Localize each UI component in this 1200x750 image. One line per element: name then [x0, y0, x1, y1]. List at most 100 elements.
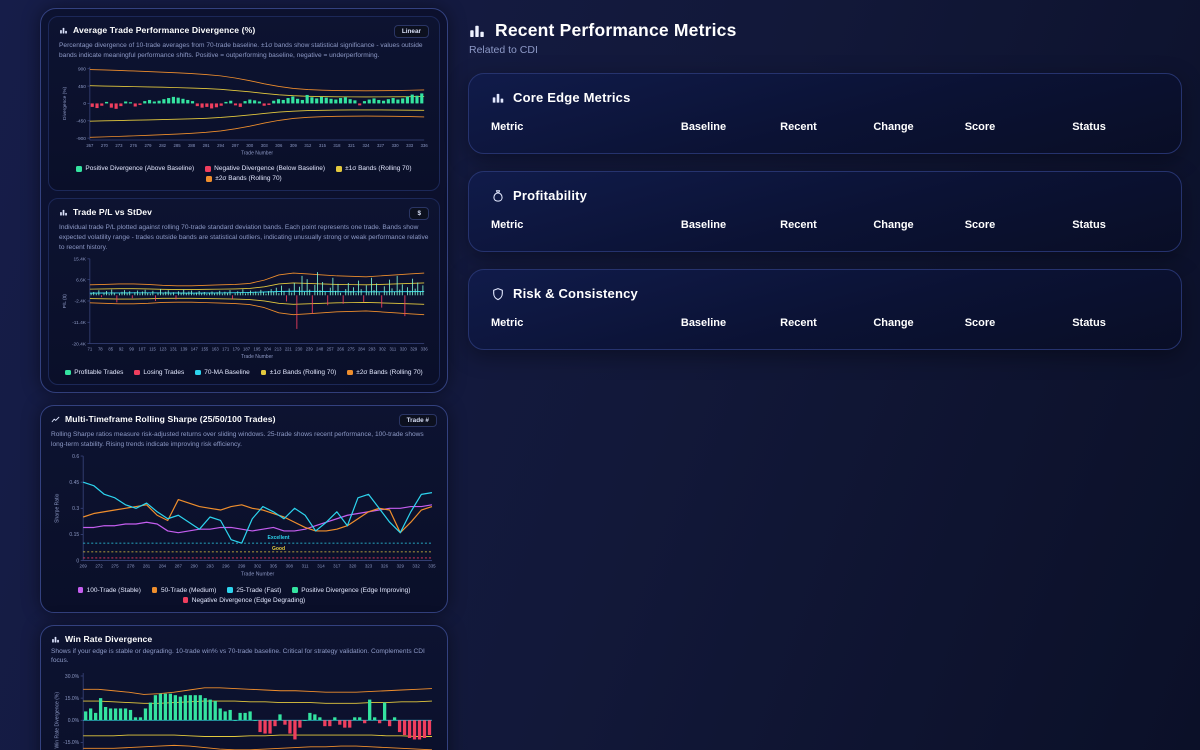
legend-item: 100-Trade (Stable)	[77, 586, 141, 594]
legend-label: Positive Divergence (Above Baseline)	[85, 165, 195, 173]
svg-text:187: 187	[243, 346, 251, 351]
bar-chart-icon	[59, 208, 68, 217]
section-core-edge-metrics: Core Edge Metrics Metric Baseline Recent Cha…	[468, 73, 1182, 154]
svg-text:71: 71	[87, 346, 92, 351]
svg-text:311: 311	[302, 564, 310, 569]
legend-item: ±1σ Bands (Rolling 70)	[260, 369, 336, 376]
svg-text:293: 293	[368, 346, 376, 351]
svg-text:195: 195	[253, 346, 261, 351]
svg-text:115: 115	[149, 346, 156, 351]
svg-text:257: 257	[327, 346, 335, 351]
svg-text:85: 85	[108, 346, 113, 351]
svg-text:-450: -450	[76, 119, 86, 125]
column-header: Status	[1072, 121, 1106, 133]
svg-text:15.4K: 15.4K	[73, 257, 86, 263]
table-header-row: Metric Baseline Recent Change Score Status	[491, 311, 1159, 337]
legend-item: Positive Divergence (Above Baseline)	[76, 165, 194, 172]
top-charts-frame: Average Trade Performance Divergence (%)…	[40, 8, 448, 393]
chart-legend: Positive Divergence (Above Baseline) Nega…	[59, 165, 429, 184]
legend-label: ±2σ Bands (Rolling 70)	[356, 368, 423, 376]
legend-item: Negative Divergence (Below Baseline)	[205, 165, 325, 172]
svg-text:288: 288	[188, 143, 196, 148]
svg-text:92: 92	[119, 346, 124, 351]
column-header: Status	[1072, 219, 1106, 231]
svg-text:900: 900	[78, 67, 86, 73]
svg-text:Trade Number: Trade Number	[241, 572, 275, 578]
chart-description: Individual trade P/L plotted against rol…	[59, 224, 429, 251]
svg-text:333: 333	[406, 143, 414, 148]
section-risk-consistency: Risk & Consistency Metric Baseline Recent Ch…	[468, 269, 1182, 350]
chart-card-rolling-sharpe: Multi-Timeframe Rolling Sharpe (25/50/10…	[40, 404, 448, 613]
svg-text:294: 294	[217, 143, 225, 148]
column-header: Baseline	[680, 317, 727, 329]
legend-swatch	[76, 166, 82, 172]
svg-text:324: 324	[362, 143, 370, 148]
section-header: Risk & Consistency	[491, 286, 1159, 301]
svg-text:-900: -900	[76, 136, 86, 142]
svg-text:311: 311	[389, 346, 396, 351]
svg-text:281: 281	[143, 564, 151, 569]
svg-text:284: 284	[358, 346, 366, 351]
svg-text:312: 312	[304, 143, 312, 148]
column-header: Baseline	[680, 121, 727, 133]
table-header-row: Metric Baseline Recent Change Score Status	[491, 115, 1159, 141]
standalone-charts: Multi-Timeframe Rolling Sharpe (25/50/10…	[40, 404, 448, 750]
chart-toggle-button[interactable]: $	[409, 207, 429, 221]
svg-text:221: 221	[285, 346, 293, 351]
svg-text:6.6K: 6.6K	[76, 277, 87, 283]
svg-text:139: 139	[180, 346, 188, 351]
svg-text:320: 320	[400, 346, 408, 351]
chart-toggle-button[interactable]: Linear	[393, 25, 429, 38]
chart-legend: Profitable Trades Losing Trades 70-MA Base…	[59, 369, 429, 378]
svg-text:213: 213	[274, 346, 282, 351]
svg-text:15.0%: 15.0%	[65, 696, 80, 702]
chart-toggle-button[interactable]: Trade #	[398, 413, 437, 427]
svg-text:315: 315	[319, 143, 327, 148]
svg-text:248: 248	[316, 346, 324, 351]
svg-text:123: 123	[159, 346, 167, 351]
svg-text:309: 309	[290, 143, 298, 148]
chart-title: Multi-Timeframe Rolling Sharpe (25/50/10…	[65, 413, 276, 424]
legend-item: ±2σ Bands (Rolling 70)	[206, 175, 282, 182]
svg-text:318: 318	[333, 143, 341, 148]
bar-chart-icon	[51, 635, 60, 644]
svg-text:Excellent: Excellent	[267, 535, 289, 541]
column-header: Baseline	[680, 219, 727, 231]
svg-text:284: 284	[159, 564, 167, 569]
column-header: Change	[873, 121, 914, 133]
svg-text:297: 297	[232, 143, 240, 148]
chart-card-win-rate-divergence: Win Rate Divergence Shows if your edge is…	[40, 624, 448, 750]
legend-label: 100-Trade (Stable)	[86, 586, 141, 594]
svg-text:266: 266	[337, 346, 345, 351]
charts-column: Average Trade Performance Divergence (%)…	[40, 8, 448, 750]
chart-legend: 100-Trade (Stable) 50-Trade (Medium) 25-Tr…	[51, 587, 437, 606]
svg-text:290: 290	[190, 564, 198, 569]
chart-card-avg-trade-divergence: Average Trade Performance Divergence (%)…	[48, 16, 440, 192]
chart-card-pl-vs-stdev: Trade P/L vs StDev $ Individual trade P/L …	[48, 198, 440, 385]
svg-text:332: 332	[412, 564, 420, 569]
money-bag-icon	[491, 189, 505, 203]
table-header-row: Metric Baseline Recent Change Score Status	[491, 213, 1159, 239]
line-chart-icon	[51, 415, 60, 424]
column-header: Recent	[780, 317, 817, 329]
column-header: Metric	[491, 317, 524, 329]
legend-item: 25-Trade (Fast)	[227, 587, 281, 594]
legend-label: Losing Trades	[143, 368, 185, 376]
page-title: Recent Performance Metrics	[495, 20, 737, 40]
svg-text:107: 107	[139, 346, 147, 351]
chart-description: Percentage divergence of 10-trade averag…	[59, 42, 423, 59]
legend-swatch	[260, 369, 267, 376]
legend-item: ±1σ Bands (Rolling 70)	[336, 165, 412, 172]
svg-text:279: 279	[144, 143, 152, 148]
svg-text:Trade Number: Trade Number	[241, 354, 273, 360]
svg-text:Good: Good	[272, 546, 285, 552]
svg-text:306: 306	[275, 143, 283, 148]
svg-text:323: 323	[365, 564, 373, 569]
svg-text:0: 0	[76, 558, 79, 564]
column-header: Metric	[491, 219, 524, 231]
svg-text:Win Rate Divergence (%): Win Rate Divergence (%)	[55, 691, 61, 748]
column-header: Change	[873, 317, 914, 329]
svg-text:P/L ($): P/L ($)	[62, 294, 68, 309]
